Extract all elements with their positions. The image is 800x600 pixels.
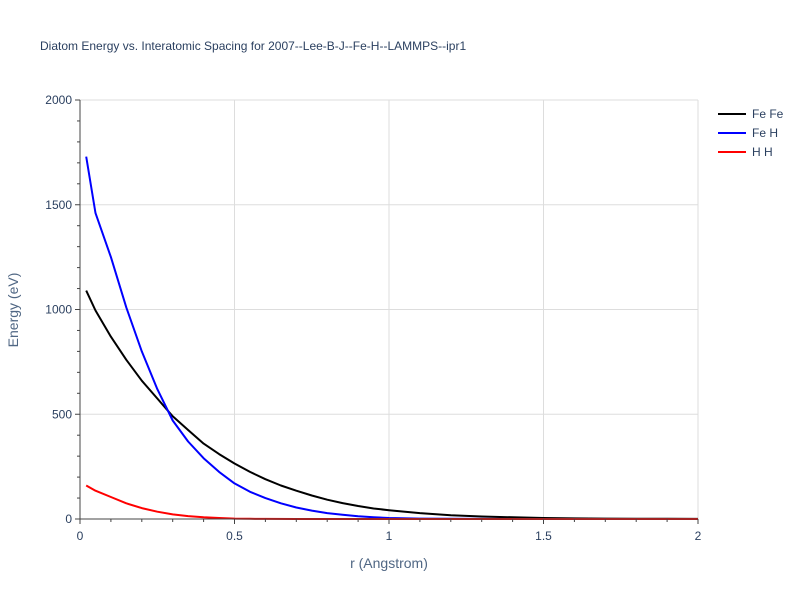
- series-line-fe-h: [85, 156, 698, 520]
- y-axis-title: Energy (eV): [5, 273, 21, 348]
- plot-area: [85, 156, 699, 520]
- legend-label: Fe Fe: [752, 107, 784, 121]
- series-line-fe-fe: [85, 290, 699, 520]
- chart-title: Diatom Energy vs. Interatomic Spacing fo…: [40, 39, 466, 53]
- x-tick-label: 1.5: [535, 529, 552, 543]
- y-tick-label: 1500: [45, 198, 72, 212]
- grid: [80, 99, 699, 519]
- x-tick-label: 0.5: [226, 529, 243, 543]
- x-tick-label: 1: [386, 529, 393, 543]
- axes: 0 0.5 1 1.5 2 0 500 1000 1500 2000: [45, 93, 701, 543]
- legend: Fe Fe Fe H H H: [718, 107, 784, 159]
- legend-label: Fe H: [752, 126, 778, 140]
- y-tick-label: 0: [65, 512, 72, 526]
- series-line-h-h: [85, 484, 698, 520]
- x-axis-title: r (Angstrom): [350, 555, 428, 571]
- y-tick-label: 1000: [45, 303, 72, 317]
- x-tick-label: 0: [77, 529, 84, 543]
- x-tick-label: 2: [695, 529, 702, 543]
- y-tick-label: 500: [52, 407, 72, 421]
- legend-label: H H: [752, 145, 773, 159]
- y-tick-label: 2000: [45, 93, 72, 107]
